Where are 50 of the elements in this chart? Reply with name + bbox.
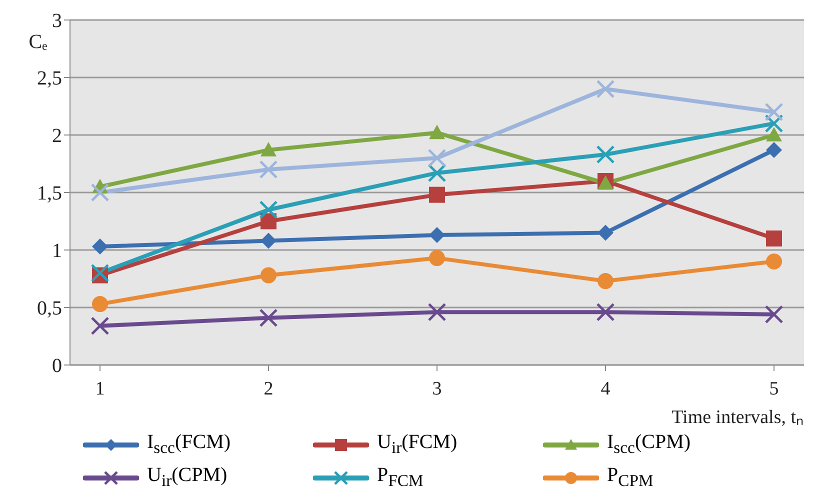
point	[766, 254, 782, 270]
y-tick-label: 1,5	[37, 182, 62, 205]
x-tick-label: 4	[600, 378, 611, 400]
point	[429, 124, 445, 140]
point	[259, 308, 278, 328]
y-tick-label: 2,5	[37, 68, 62, 90]
point	[598, 224, 614, 241]
legend-label: I$_{scc}$(CPM)	[607, 431, 691, 458]
point	[90, 183, 110, 202]
y-tick-label: 0	[52, 355, 62, 378]
point	[428, 164, 446, 182]
point	[598, 273, 614, 290]
point	[92, 296, 108, 312]
point	[766, 142, 782, 158]
point	[596, 80, 615, 98]
y-tick-label: 2	[52, 125, 62, 148]
point	[766, 230, 782, 246]
legend-label: P$_{FCM}$	[377, 464, 424, 491]
point	[260, 232, 276, 249]
point	[92, 238, 108, 255]
x-tick-label: 1	[95, 378, 105, 400]
x-tick-label: 2	[264, 378, 274, 400]
y-tick-label: 0,5	[37, 298, 62, 320]
point	[429, 186, 445, 203]
point	[260, 142, 276, 156]
point	[429, 250, 445, 266]
point	[428, 148, 446, 168]
y-tick-label: 3	[52, 10, 62, 32]
point	[429, 227, 445, 244]
legend-label: I$_{scc}$(FCM)	[147, 431, 231, 458]
point	[428, 302, 446, 322]
point	[766, 127, 782, 142]
point	[596, 302, 615, 322]
legend-label: U$_{ir}$(CPM)	[147, 464, 228, 491]
point	[764, 102, 784, 122]
x-tick-label: 5	[769, 378, 779, 400]
legend-label: U$_{ir}$(FCM)	[377, 431, 458, 458]
point	[764, 305, 784, 324]
point	[260, 267, 276, 284]
x-axis-title: Time intervals, tₙ	[672, 407, 804, 428]
point	[764, 114, 784, 133]
y-axis-title: Cₑ	[28, 31, 48, 53]
point	[90, 316, 110, 336]
point	[90, 264, 110, 282]
y-tick-label: 1	[52, 240, 62, 262]
point	[259, 160, 278, 179]
x-tick-label: 3	[432, 378, 442, 400]
point	[596, 145, 615, 164]
legend-label: P$_{CPM}$	[607, 464, 654, 491]
point	[259, 200, 278, 219]
